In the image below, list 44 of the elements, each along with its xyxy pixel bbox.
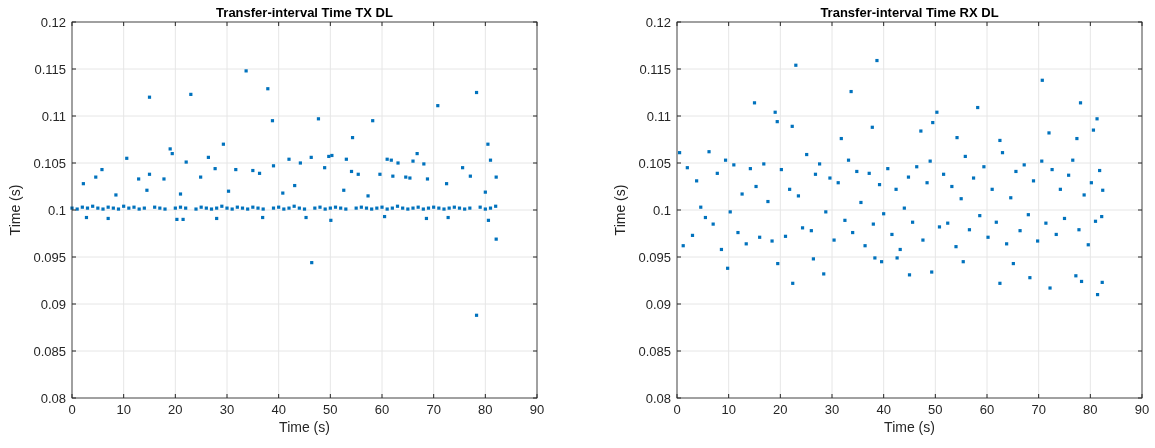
y-axis-title: Time (s) — [7, 184, 23, 236]
x-tick-label: 20 — [168, 402, 183, 417]
x-tick-label: 70 — [1031, 402, 1046, 417]
x-tick-label: 50 — [323, 402, 338, 417]
chart-title: Transfer-interval Time TX DL — [216, 5, 393, 20]
y-tick-label: 0.1 — [47, 202, 66, 218]
y-tick-label: 0.095 — [33, 249, 66, 265]
y-tick-label: 0.115 — [639, 61, 671, 77]
x-tick-label: 40 — [876, 402, 891, 417]
x-tick-label: 90 — [529, 402, 545, 417]
x-tick-label: 40 — [271, 402, 286, 417]
y-tick-label: 0.115 — [34, 61, 66, 77]
y-tick-label: 0.085 — [638, 343, 671, 359]
y-tick-label: 0.095 — [638, 249, 671, 265]
x-tick-label: 50 — [928, 402, 943, 417]
x-tick-label: 0 — [68, 402, 76, 417]
y-tick-label: 0.11 — [646, 108, 671, 124]
y-tick-label: 0.11 — [41, 108, 66, 124]
y-tick-label: 0.08 — [40, 390, 66, 406]
x-tick-label: 10 — [721, 402, 736, 417]
y-tick-label: 0.085 — [33, 343, 66, 359]
x-tick-label: 10 — [116, 402, 131, 417]
x-axis-title: Time (s) — [884, 419, 935, 435]
x-tick-label: 0 — [673, 402, 681, 417]
x-tick-label: 70 — [426, 402, 441, 417]
y-tick-label: 0.12 — [645, 14, 671, 30]
x-axis-title: Time (s) — [279, 419, 330, 435]
y-tick-label: 0.105 — [33, 155, 66, 171]
y-tick-label: 0.09 — [40, 296, 66, 312]
chart-title: Transfer-interval Time RX DL — [820, 5, 999, 20]
x-tick-label: 90 — [1134, 402, 1150, 417]
x-tick-label: 20 — [773, 402, 788, 417]
y-tick-label: 0.12 — [40, 14, 66, 30]
y-tick-label: 0.1 — [652, 202, 671, 218]
x-tick-label: 80 — [1083, 402, 1098, 417]
x-tick-label: 60 — [374, 402, 390, 417]
y-tick-label: 0.08 — [645, 390, 671, 406]
y-tick-label: 0.09 — [645, 296, 671, 312]
x-tick-label: 60 — [979, 402, 995, 417]
y-tick-label: 0.105 — [638, 155, 671, 171]
x-tick-label: 80 — [478, 402, 493, 417]
x-tick-label: 30 — [219, 402, 235, 417]
y-axis-title: Time (s) — [612, 184, 628, 236]
x-tick-label: 30 — [824, 402, 840, 417]
